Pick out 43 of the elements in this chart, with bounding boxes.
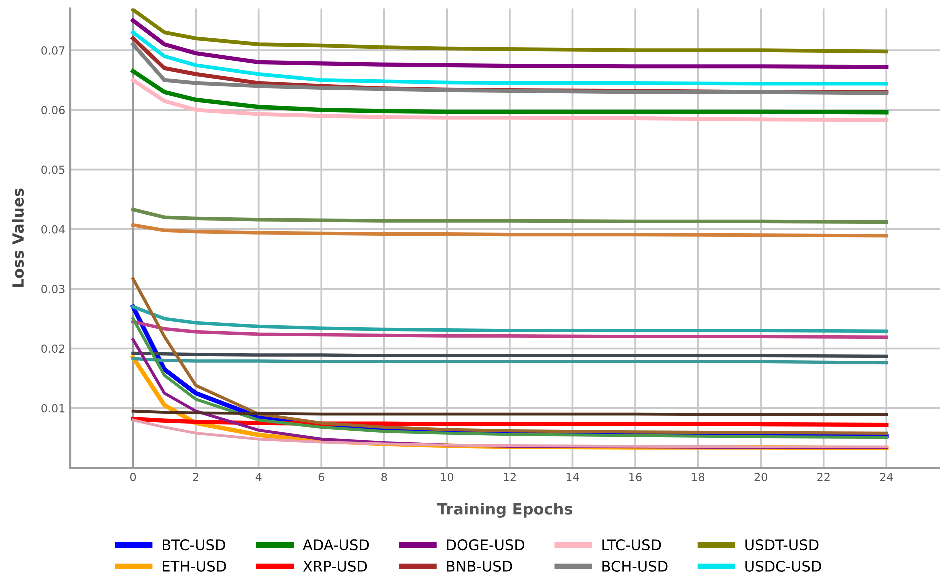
line-series — [132, 320, 888, 340]
line-series — [131, 30, 888, 86]
x-tick-label: 14 — [566, 473, 580, 482]
legend-label: ETH-USD — [163, 560, 226, 572]
x-tick-label: 22 — [818, 473, 830, 482]
y-tick-label: 0.03 — [42, 285, 65, 294]
y-tick-label: 0.06 — [42, 106, 65, 115]
line-series — [132, 305, 888, 334]
y-axis-title: Loss Values — [12, 188, 24, 288]
y-tick-label: 0.01 — [42, 404, 65, 413]
x-tick-label: 2 — [193, 473, 198, 482]
legend-label: ADA-USD — [303, 540, 370, 551]
x-tick-label: 16 — [630, 473, 642, 482]
x-tick-label: 0 — [130, 473, 136, 482]
legend-label: BCH-USD — [602, 560, 668, 572]
line-series — [131, 208, 888, 224]
line-series — [131, 78, 889, 122]
line-series — [131, 8, 889, 54]
legend-label: USDT-USD — [746, 540, 819, 551]
y-tick-label: 0.02 — [42, 344, 65, 354]
x-tick-label: 18 — [692, 473, 705, 482]
y-tick-label: 0.05 — [42, 166, 65, 174]
y-tick-label: 0.07 — [42, 46, 65, 55]
legend-label: BTC-USD — [163, 540, 226, 551]
x-tick-label: 6 — [318, 473, 324, 482]
line-series — [132, 224, 888, 238]
legend-label: USDC-USD — [746, 560, 822, 572]
x-tick-label: 4 — [256, 473, 262, 482]
legend-label: LTC-USD — [602, 540, 662, 551]
legend-label: DOGE-USD — [447, 540, 525, 551]
legend-label: XRP-USD — [303, 560, 368, 572]
x-tick-label: 10 — [441, 473, 454, 482]
line-series — [131, 69, 889, 115]
x-axis-title: Training Epochs — [437, 503, 573, 518]
y-tick-label: 0.04 — [42, 225, 66, 234]
x-tick-label: 20 — [754, 473, 768, 482]
x-tick-label: 8 — [382, 473, 388, 482]
legend-label: BNB-USD — [447, 560, 512, 572]
line-series — [132, 418, 888, 449]
x-tick-label: 24 — [880, 473, 894, 482]
x-tick-label: 12 — [504, 473, 516, 482]
line-series — [131, 18, 889, 70]
line-series — [132, 277, 888, 435]
